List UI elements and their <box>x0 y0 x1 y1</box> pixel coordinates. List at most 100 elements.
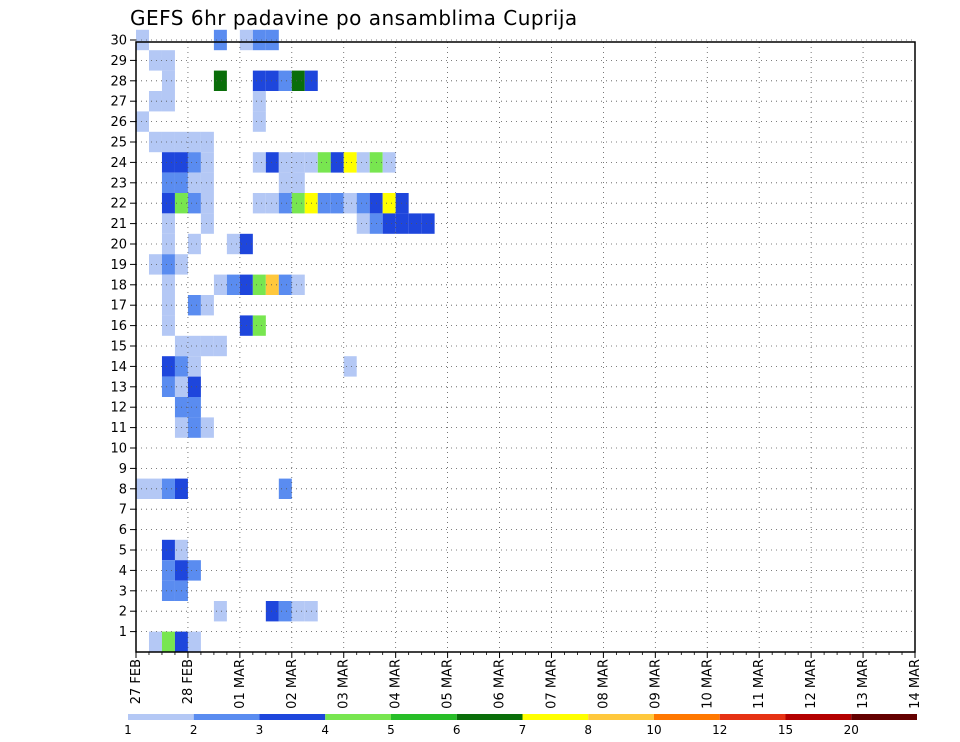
legend-label: 2 <box>190 723 198 737</box>
precip-cell <box>213 274 227 295</box>
precip-cell <box>252 152 266 173</box>
precip-cell <box>226 274 240 295</box>
y-tick-label: 29 <box>110 54 127 69</box>
precip-cell <box>265 274 279 295</box>
precip-cell <box>213 335 227 357</box>
legend-swatch <box>193 714 260 720</box>
precip-cell <box>356 193 370 214</box>
legend-label: 4 <box>321 723 329 737</box>
y-tick-label: 18 <box>110 278 127 293</box>
plot-frame <box>135 41 916 653</box>
precip-cell <box>395 213 409 234</box>
legend-label: 7 <box>519 723 527 737</box>
legend-swatch <box>522 714 589 720</box>
x-tick-label: 07 MAR <box>544 659 559 709</box>
y-tick-label: 3 <box>119 584 127 599</box>
y-tick-label: 2 <box>119 605 127 620</box>
y-tick-label: 13 <box>110 380 127 395</box>
precip-cell <box>200 193 214 214</box>
y-tick-label: 26 <box>110 115 127 130</box>
y-tick-label: 9 <box>119 462 127 477</box>
precip-cell <box>187 631 201 652</box>
precip-cell <box>265 70 279 91</box>
precip-cell <box>382 193 396 214</box>
y-tick-label: 11 <box>110 421 127 436</box>
chart-title: GEFS 6hr padavine po ansamblima Cuprija <box>130 6 578 30</box>
precip-cell <box>356 213 370 234</box>
precip-cell <box>161 91 175 112</box>
precip-cell <box>395 193 409 214</box>
precip-cell <box>148 631 162 652</box>
precip-cell <box>187 397 201 418</box>
precip-cell <box>213 70 227 91</box>
y-tick-label: 16 <box>110 319 127 334</box>
legend-label: 20 <box>844 723 859 737</box>
y-tick-label: 6 <box>119 523 127 538</box>
precip-cell <box>161 152 175 173</box>
x-tick-label: 08 MAR <box>596 659 611 709</box>
precip-cell <box>187 172 201 193</box>
precip-cell <box>187 131 201 153</box>
x-axis: 27 FEB 28 FEB 01 MAR 02 MAR 03 MAR 04 MAR 05 M… <box>129 652 923 709</box>
precip-cell <box>200 295 214 316</box>
y-tick-label: 27 <box>110 95 127 110</box>
precip-cell <box>161 131 175 153</box>
precip-cell <box>343 152 357 173</box>
y-tick-label: 8 <box>119 482 127 497</box>
precip-cell <box>148 50 162 71</box>
precip-cell <box>187 335 201 357</box>
y-tick-label: 20 <box>110 238 127 253</box>
legend-label: 1 <box>124 723 132 737</box>
x-tick-label: 04 MAR <box>389 659 404 709</box>
precip-cell <box>291 274 305 295</box>
y-tick-label: 14 <box>110 360 127 375</box>
precip-cell <box>291 172 305 193</box>
precip-cell <box>161 376 175 397</box>
legend-swatch <box>785 714 852 720</box>
precip-cell <box>161 50 175 71</box>
y-tick-label: 25 <box>110 136 127 151</box>
legend-swatch <box>588 714 654 720</box>
precip-cell <box>291 70 305 91</box>
precip-cell <box>317 193 331 214</box>
precip-cell <box>161 315 175 336</box>
y-tick-label: 12 <box>110 401 127 416</box>
precip-cell <box>200 417 214 438</box>
precip-cell <box>161 193 175 214</box>
x-tick-label: 09 MAR <box>648 659 663 709</box>
precip-cell <box>200 172 214 193</box>
precip-cell <box>278 152 292 173</box>
precip-cell <box>291 193 305 214</box>
precip-cell <box>343 356 357 377</box>
precip-cell <box>278 478 292 499</box>
x-tick-label: 05 MAR <box>441 659 456 709</box>
precip-cell <box>161 539 175 561</box>
precip-cell <box>317 152 331 173</box>
precip-cell <box>252 70 266 91</box>
precip-cell <box>161 356 175 377</box>
precip-cell <box>278 172 292 193</box>
precip-cell <box>187 417 201 438</box>
precip-cell <box>161 295 175 316</box>
precip-cell <box>252 193 266 214</box>
precip-cell <box>136 111 149 132</box>
legend-label: 10 <box>646 723 661 737</box>
legend-swatch <box>391 714 457 720</box>
precip-cell <box>252 111 266 132</box>
precip-cell <box>226 233 240 255</box>
precip-cell <box>148 131 162 153</box>
precip-cell <box>265 193 279 214</box>
y-tick-label: 22 <box>110 197 127 212</box>
legend-swatch <box>456 714 523 720</box>
precip-cell <box>161 213 175 234</box>
precip-cell <box>265 29 279 51</box>
y-tick-label: 5 <box>119 544 127 559</box>
y-tick-label: 23 <box>110 176 127 191</box>
precip-cell <box>161 560 175 581</box>
precip-cell <box>161 254 175 275</box>
legend-swatch <box>325 714 391 720</box>
precip-cell <box>278 274 292 295</box>
precip-cell <box>421 213 435 234</box>
legend-label: 5 <box>387 723 395 737</box>
